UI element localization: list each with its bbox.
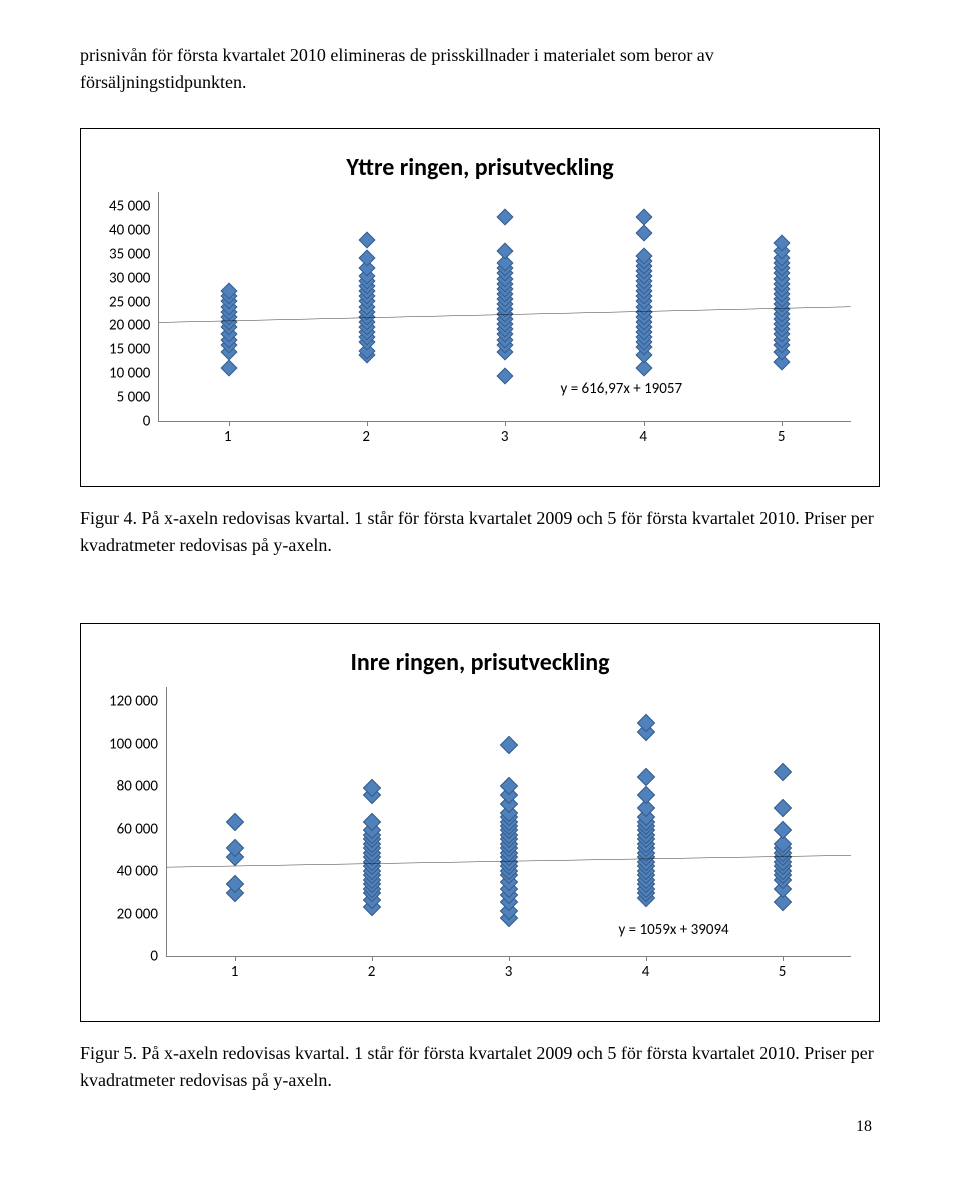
- trend-line: [167, 687, 851, 956]
- x-tick-label: 5: [712, 428, 851, 446]
- trend-equation: y = 616,97x + 19057: [561, 380, 683, 398]
- x-tick-mark: [229, 421, 230, 426]
- x-tick-label: 4: [577, 963, 714, 981]
- x-tick-mark: [372, 956, 373, 961]
- x-tick-mark: [644, 421, 645, 426]
- y-tick-label: 0: [143, 414, 151, 429]
- chart2-y-axis-labels: 120 000100 00080 00060 00040 00020 0000: [109, 687, 166, 957]
- x-tick-label: 2: [303, 963, 440, 981]
- y-tick-label: 15 000: [109, 343, 150, 358]
- chart1-title: Yttre ringen, prisutveckling: [109, 153, 851, 182]
- y-tick-label: 20 000: [117, 907, 158, 922]
- chart1-x-axis-labels: 12345: [158, 428, 851, 446]
- x-tick-mark: [235, 956, 236, 961]
- chart1-frame: Yttre ringen, prisutveckling 45 00040 00…: [80, 128, 880, 487]
- x-tick-label: 2: [297, 428, 436, 446]
- x-tick-label: 5: [714, 963, 851, 981]
- y-tick-label: 20 000: [109, 319, 150, 334]
- page: prisnivån för första kvartalet 2010 elim…: [0, 0, 960, 1176]
- y-tick-label: 45 000: [109, 200, 150, 215]
- chart2-caption: Figur 5. På x-axeln redovisas kvartal. 1…: [80, 1040, 880, 1094]
- trend-equation: y = 1059x + 39094: [618, 921, 728, 939]
- chart1-y-axis-labels: 45 000 40 000 35 000 30 000 25 000 20 000 15 0…: [109, 192, 158, 422]
- chart2-plot-area: y = 1059x + 39094: [166, 687, 851, 957]
- chart2-x-axis-labels: 12345: [166, 963, 851, 981]
- x-tick-label: 3: [435, 428, 574, 446]
- intro-paragraph: prisnivån för första kvartalet 2010 elim…: [80, 42, 880, 96]
- x-tick-label: 1: [166, 963, 303, 981]
- y-tick-label: 100 000: [109, 737, 158, 752]
- page-number: 18: [80, 1118, 880, 1136]
- chart1-caption: Figur 4. På x-axeln redovisas kvartal. 1…: [80, 505, 880, 559]
- chart2-title: Inre ringen, prisutveckling: [109, 648, 851, 677]
- chart2-body: 120 000100 00080 00060 00040 00020 0000 …: [109, 687, 851, 981]
- y-tick-label: 5 000: [117, 391, 151, 406]
- y-tick-label: 30 000: [109, 271, 150, 286]
- y-tick-label: 40 000: [109, 223, 150, 238]
- y-tick-label: 10 000: [109, 367, 150, 382]
- x-tick-label: 3: [440, 963, 577, 981]
- chart1-plot-area: y = 616,97x + 19057: [158, 192, 851, 422]
- x-tick-mark: [646, 956, 647, 961]
- x-tick-label: 1: [158, 428, 297, 446]
- y-tick-label: 35 000: [109, 247, 150, 262]
- y-tick-label: 80 000: [117, 780, 158, 795]
- trend-line: [159, 192, 851, 421]
- y-tick-label: 0: [150, 950, 158, 965]
- chart2-frame: Inre ringen, prisutveckling 120 000100 0…: [80, 623, 880, 1022]
- y-tick-label: 40 000: [117, 865, 158, 880]
- x-tick-label: 4: [574, 428, 713, 446]
- x-tick-mark: [509, 956, 510, 961]
- x-tick-mark: [505, 421, 506, 426]
- chart1-body: 45 00040 00035 00030 00025 00020 00015 0…: [109, 192, 851, 446]
- x-tick-mark: [783, 956, 784, 961]
- x-tick-mark: [782, 421, 783, 426]
- chart2-plot-column: y = 1059x + 39094 12345: [166, 687, 851, 981]
- y-tick-label: 25 000: [109, 295, 150, 310]
- y-tick-label: 120 000: [109, 695, 158, 710]
- chart1-plot-column: y = 616,97x + 19057 12345: [158, 192, 851, 446]
- y-tick-label: 60 000: [117, 822, 158, 837]
- x-tick-mark: [367, 421, 368, 426]
